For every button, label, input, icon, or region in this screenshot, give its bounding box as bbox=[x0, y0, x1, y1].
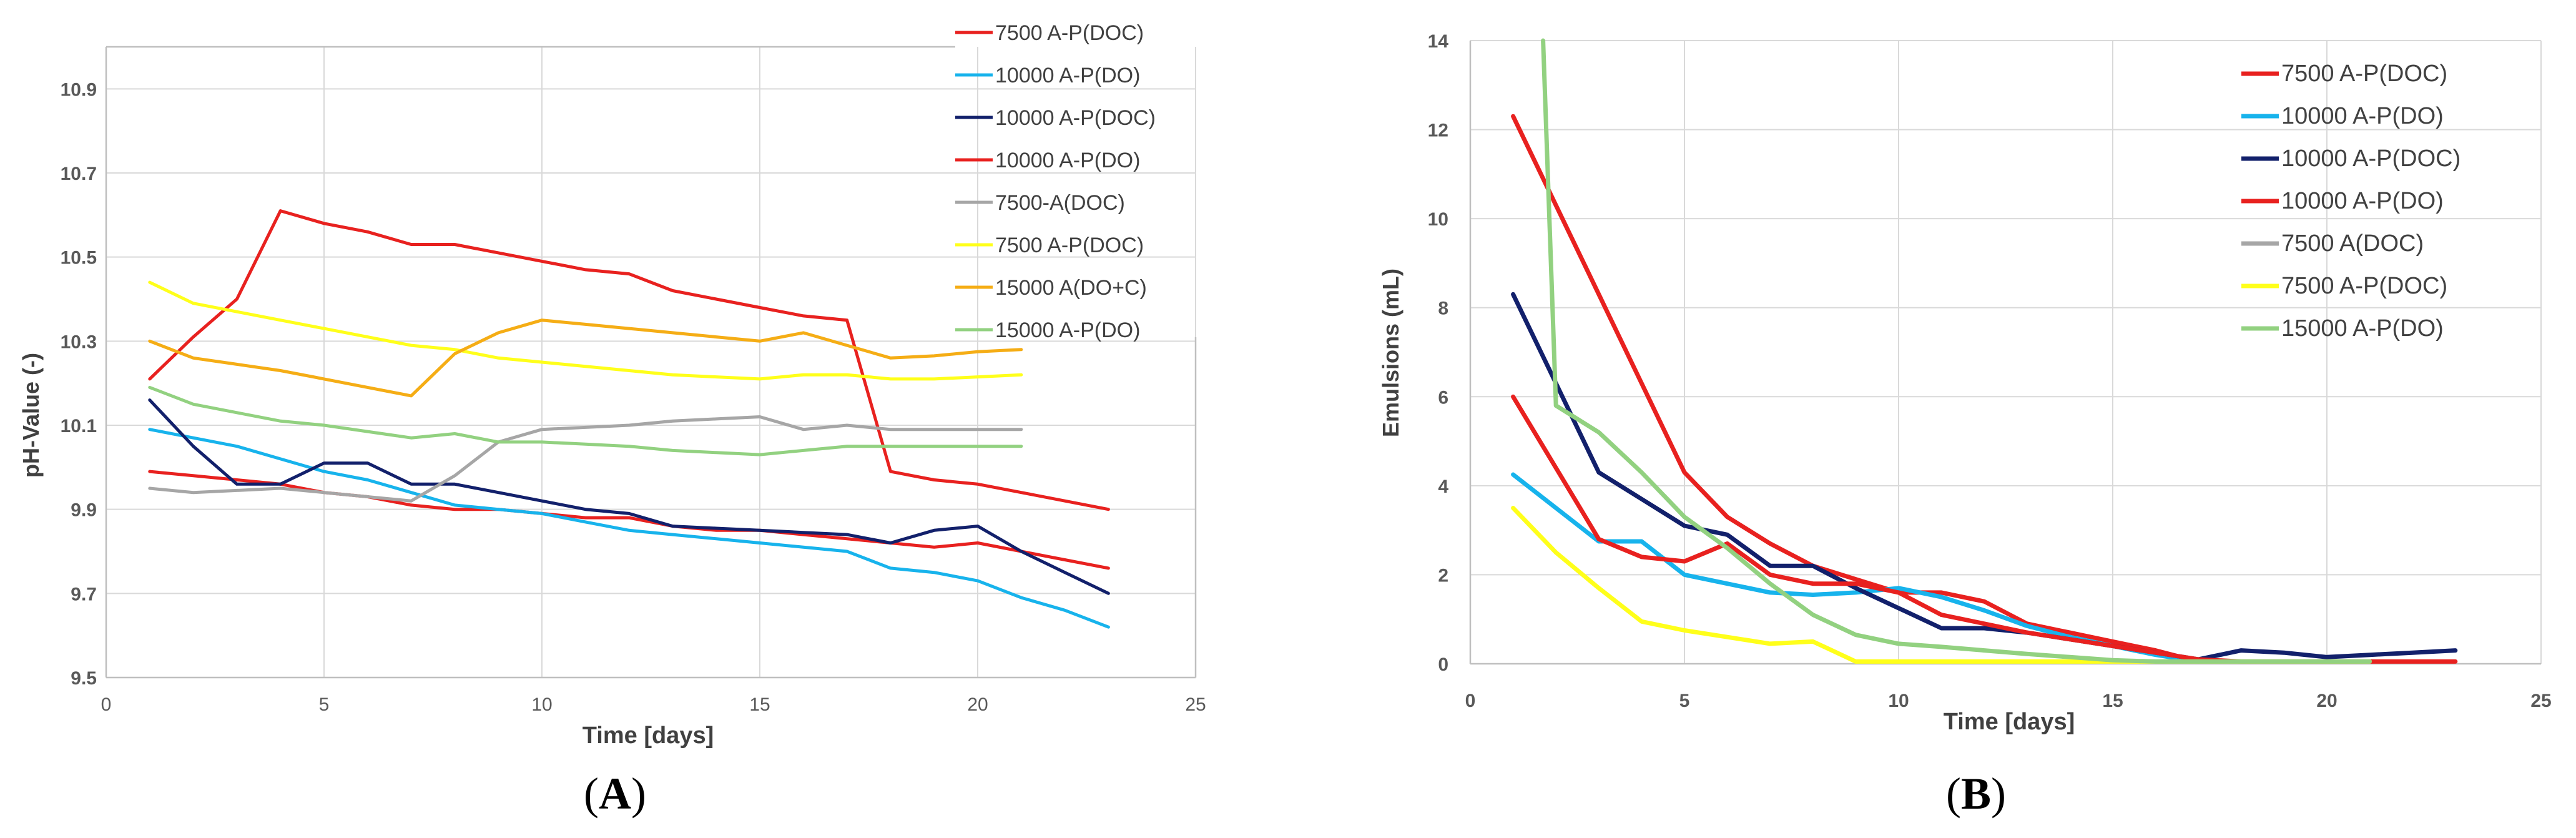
chart-b-legend-label: 7500 A(DOC) bbox=[2281, 230, 2424, 257]
chart-a-x-tick-label: 0 bbox=[101, 694, 112, 715]
chart-a-plot-area bbox=[106, 47, 1196, 678]
chart-a-legend-label: 7500-A(DOC) bbox=[995, 191, 1125, 215]
chart-a-tick-labels: 0 5 10 15 20 25 9.5 9.7 9.9 10.1 10.3 10.5 10.7 10.9 bbox=[61, 79, 1206, 715]
chart-b-y-tick-label: 6 bbox=[1438, 387, 1448, 408]
chart-b-x-tick-label: 25 bbox=[2530, 691, 2551, 711]
chart-a: 0 5 10 15 20 259.59.79.910.110.310.510.710.9 … bbox=[18, 21, 1206, 819]
chart-a-legend-label: 10000 A-P(DOC) bbox=[995, 106, 1156, 130]
chart-b-legend-label: 10000 A-P(DOC) bbox=[2281, 145, 2460, 172]
chart-b-legend-label: 7500 A-P(DOC) bbox=[2281, 61, 2447, 87]
chart-b-legend-label: 7500 A-P(DOC) bbox=[2281, 273, 2447, 299]
chart-b-y-tick-label: 10 bbox=[1428, 209, 1448, 230]
chart-a-legend-label: 15000 A(DO+C) bbox=[995, 276, 1147, 300]
chart-b: 0 5 10 15 20 25 0 2 4 6 8 10 12 14 Time [days] Emulsi… bbox=[1378, 31, 2552, 819]
chart-a-legend-label: 7500 A-P(DOC) bbox=[995, 234, 1144, 257]
chart-a-y-tick-label: 9.7 bbox=[71, 584, 97, 604]
chart-a-y-tick-label: 10.5 bbox=[61, 248, 97, 269]
chart-a-x-tick-label: 20 bbox=[967, 694, 988, 715]
chart-a-series-line-6 bbox=[148, 318, 1023, 398]
chart-a-x-tick-label: 25 bbox=[1185, 694, 1206, 715]
chart-b-series-line-0 bbox=[1511, 114, 2201, 664]
chart-a-panel-label: (A) bbox=[584, 769, 646, 819]
chart-b-ylabel: Emulsions (mL) bbox=[1378, 269, 1404, 437]
chart-b-x-tick-label: 5 bbox=[1679, 691, 1690, 711]
chart-b-xlabel: Time [days] bbox=[1944, 709, 2075, 735]
chart-b-x-tick-label: 20 bbox=[2316, 691, 2337, 711]
chart-a-y-tick-label: 9.5 bbox=[71, 668, 97, 689]
chart-a-legend-label: 10000 A-P(DO) bbox=[995, 64, 1140, 87]
chart-a-y-tick-label: 10.9 bbox=[61, 79, 97, 100]
chart-a-y-tick-label: 10.7 bbox=[61, 164, 97, 184]
chart-b-series-line-6 bbox=[1541, 38, 2372, 664]
chart-a-series-line-7 bbox=[148, 385, 1023, 456]
chart-b-y-tick-label: 8 bbox=[1438, 298, 1448, 319]
chart-a-ylabel: pH-Value (-) bbox=[18, 353, 44, 478]
chart-a-axes bbox=[105, 46, 1197, 679]
chart-b-x-tick-label: 10 bbox=[1888, 691, 1909, 711]
chart-a-x-tick-label: 10 bbox=[531, 694, 552, 715]
chart-b-legend-label: 10000 A-P(DO) bbox=[2281, 188, 2444, 214]
chart-a-xlabel: Time [days] bbox=[583, 722, 714, 749]
chart-a-x-tick-label: 5 bbox=[319, 694, 330, 715]
chart-a-legend-label: 7500 A-P(DOC) bbox=[995, 21, 1144, 45]
chart-b-plot-area bbox=[1470, 41, 2541, 664]
chart-b-panel-label: (B) bbox=[1946, 769, 2006, 819]
chart-b-axes bbox=[1469, 41, 2541, 665]
chart-a-y-tick-label: 10.1 bbox=[61, 416, 97, 436]
chart-a-y-tick-label: 9.9 bbox=[71, 500, 97, 521]
chart-b-x-tick-label: 0 bbox=[1465, 691, 1476, 711]
chart-a-series bbox=[148, 209, 1110, 629]
chart-b-y-tick-label: 14 bbox=[1428, 31, 1449, 52]
chart-b-y-tick-label: 4 bbox=[1438, 476, 1448, 497]
chart-b-y-tick-label: 2 bbox=[1438, 565, 1448, 586]
chart-b-y-tick-label: 0 bbox=[1438, 654, 1448, 675]
chart-b-legend-label: 10000 A-P(DO) bbox=[2281, 103, 2444, 129]
chart-a-series-line-3 bbox=[148, 209, 1110, 511]
chart-a-series-line-2 bbox=[148, 398, 1110, 595]
chart-a-legend: 7500 A-P(DOC) 10000 A-P(DO) 10000 A-P(DOC)… bbox=[955, 21, 1156, 342]
chart-b-y-tick-label: 12 bbox=[1428, 121, 1448, 141]
chart-a-y-tick-label: 10.3 bbox=[61, 332, 97, 352]
chart-a-legend-label: 10000 A-P(DO) bbox=[995, 149, 1140, 172]
chart-b-tick-labels: 0 5 10 15 20 25 0 2 4 6 8 10 12 14 bbox=[1428, 31, 2552, 711]
chart-a-legend-label: 15000 A-P(DO) bbox=[995, 318, 1140, 342]
chart-a-x-tick-label: 15 bbox=[749, 694, 770, 715]
chart-b-legend-label: 15000 A-P(DO) bbox=[2281, 315, 2444, 342]
chart-a-series-line-4 bbox=[148, 415, 1023, 503]
chart-b-series bbox=[1511, 38, 2458, 664]
chart-b-legend: 7500 A-P(DOC) 10000 A-P(DO) 10000 A-P(DOC)… bbox=[2241, 61, 2460, 342]
chart-b-series-line-2 bbox=[1511, 292, 2458, 662]
chart-a-series-line-5 bbox=[148, 280, 1023, 381]
chart-b-x-tick-label: 15 bbox=[2102, 691, 2123, 711]
chart-a-series-line-1 bbox=[148, 428, 1110, 629]
